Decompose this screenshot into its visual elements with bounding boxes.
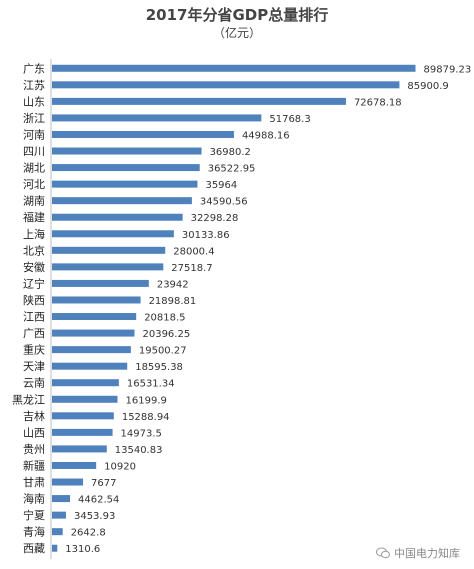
value-label: 2642.8 [71,528,106,539]
value-label: 20818.5 [144,313,185,324]
bar [52,461,97,469]
value-label: 13540.83 [115,445,163,456]
value-label: 72678.18 [354,97,402,108]
category-label: 西藏 [23,542,45,555]
value-label: 23942 [157,279,189,290]
category-label: 吉林 [23,409,45,423]
value-label: 51768.3 [269,114,310,125]
value-label: 32298.28 [191,213,239,224]
watermark-text: 中国电力知库 [394,547,460,560]
value-label: 89879.23 [424,64,472,75]
bar [52,81,400,89]
bar [52,379,119,387]
category-label: 福建 [23,210,45,224]
category-label: 黑龙江 [12,393,45,406]
bar [52,213,183,221]
value-label: 7677 [91,478,116,489]
bar [52,445,107,453]
value-label: 30133.86 [182,230,230,241]
bar [52,395,118,403]
category-label: 海南 [23,492,45,506]
category-label: 山西 [23,426,45,439]
bar [52,511,66,519]
bar [52,346,131,354]
category-label: 四川 [23,145,45,158]
bar [52,97,346,105]
bar [52,296,141,304]
value-label: 20396.25 [142,329,190,340]
category-label: 安徽 [23,260,45,274]
watermark: 中国电力知库 [376,545,460,561]
category-label: 北京 [23,243,45,257]
bar [52,362,128,370]
value-label: 19500.27 [139,346,187,357]
bar [52,263,164,271]
category-label: 云南 [23,377,45,390]
category-label: 甘肃 [23,476,45,489]
value-label: 36980.2 [210,147,251,158]
category-label: 贵州 [23,443,45,456]
bar [52,279,149,287]
category-label: 天津 [23,360,45,373]
value-label: 18595.38 [135,362,183,373]
value-label: 85900.9 [407,81,448,92]
category-label: 河南 [23,128,45,141]
category-label: 江西 [23,311,45,324]
wechat-icon [376,547,390,559]
bar [52,428,113,436]
bar [52,197,192,205]
category-label: 重庆 [23,343,45,357]
category-label: 宁夏 [23,508,45,522]
category-label: 辽宁 [23,276,45,290]
category-label: 广东 [23,62,45,75]
category-label: 陕西 [23,293,45,307]
category-label: 浙江 [23,112,45,125]
bar [52,412,114,420]
category-label: 新疆 [23,458,45,472]
category-label: 山东 [23,95,45,108]
value-label: 35964 [205,180,237,191]
bar [52,246,166,254]
bar [52,164,200,172]
category-label: 上海 [23,227,45,241]
value-label: 21898.81 [149,296,197,307]
value-label: 1310.6 [65,544,100,555]
category-label: 广西 [23,327,45,340]
category-label: 湖南 [23,195,45,208]
bar [52,114,262,122]
value-label: 34590.56 [200,197,248,208]
bar [52,329,135,337]
bar [52,64,416,72]
value-label: 3453.93 [74,511,115,522]
value-label: 4462.54 [78,495,119,506]
chart-title: 2017年分省GDP总量排行 [145,6,329,24]
value-label: 36522.95 [208,164,256,175]
category-label: 青海 [23,525,45,539]
value-label: 15288.94 [122,412,170,423]
value-label: 44988.16 [242,130,290,141]
value-label: 14973.5 [121,428,162,439]
bar [52,478,84,486]
bar [52,180,198,188]
value-label: 16199.9 [126,395,167,406]
bar [52,147,202,155]
bar [52,230,174,238]
bar [52,495,71,503]
value-label: 16531.34 [127,379,175,390]
bar [52,544,58,552]
chart-subtitle: （亿元） [212,26,261,40]
bar [52,528,63,536]
bar [52,130,234,138]
bar [52,313,137,321]
category-label: 河北 [23,178,45,191]
value-label: 28000.4 [173,246,214,257]
category-label: 江苏 [23,79,45,92]
value-label: 10920 [104,461,136,472]
category-label: 湖北 [23,162,45,175]
value-label: 27518.7 [171,263,212,274]
